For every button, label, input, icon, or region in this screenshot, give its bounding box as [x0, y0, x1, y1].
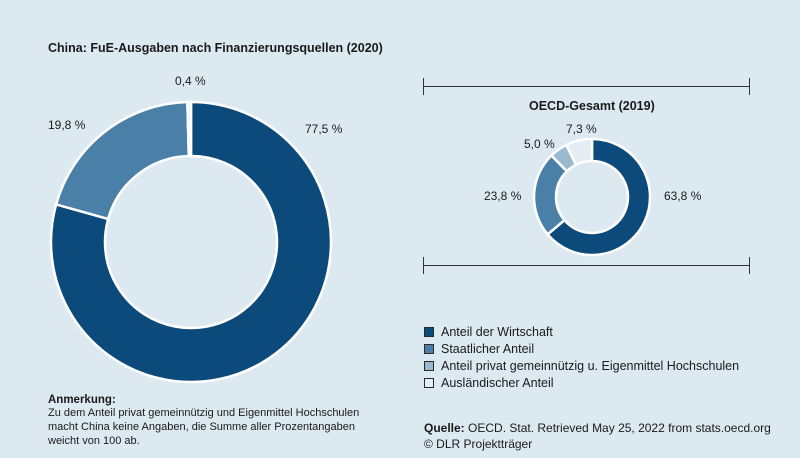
china-donut-chart	[49, 100, 333, 384]
legend-item-business: Anteil der Wirtschaft	[424, 323, 739, 340]
note: Anmerkung: Zu dem Anteil privat gemeinnü…	[48, 394, 359, 448]
legend-swatch-foreign	[424, 377, 434, 388]
source-line: Quelle: OECD. Stat. Retrieved May 25, 20…	[424, 420, 771, 436]
source: Quelle: OECD. Stat. Retrieved May 25, 20…	[424, 420, 771, 452]
legend-swatch-government	[424, 343, 434, 354]
bracket-bottom-right	[749, 257, 750, 274]
copyright: © DLR Projektträger	[424, 437, 533, 451]
legend-swatch-business	[424, 326, 434, 337]
bracket-top	[423, 86, 750, 87]
note-line-3: weicht von 100 ab.	[48, 435, 140, 447]
legend-item-private: Anteil privat gemeinnützig u. Eigenmitte…	[424, 357, 739, 374]
oecd-label-private: 5,0 %	[524, 137, 555, 151]
china-label-government: 19,8 %	[48, 118, 86, 132]
china-chart-title: China: FuE-Ausgaben nach Finanzierungsqu…	[48, 41, 383, 55]
legend-swatch-private	[424, 360, 434, 371]
bracket-bottom	[423, 265, 750, 266]
source-label: Quelle:	[424, 421, 465, 435]
oecd-slice-business	[545, 137, 652, 257]
china-label-foreign: 0,4 %	[175, 74, 206, 88]
oecd-label-government: 23,8 %	[484, 189, 522, 203]
oecd-chart-title: OECD-Gesamt (2019)	[529, 99, 655, 113]
legend: Anteil der Wirtschaft Staatlicher Anteil…	[424, 323, 739, 391]
source-text: OECD. Stat. Retrieved May 25, 2022 from …	[464, 421, 771, 435]
legend-item-government: Staatlicher Anteil	[424, 340, 739, 357]
note-line-2: macht China keine Angaben, die Summe all…	[48, 421, 355, 433]
legend-label-business: Anteil der Wirtschaft	[441, 324, 553, 339]
oecd-slice-foreign	[564, 137, 594, 167]
oecd-label-foreign: 7,3 %	[566, 122, 597, 136]
oecd-label-business: 63,8 %	[664, 189, 702, 203]
china-slice-business	[49, 100, 333, 384]
china-slice-foreign	[186, 100, 193, 158]
bracket-bottom-left	[423, 257, 424, 274]
legend-label-private: Anteil privat gemeinnützig u. Eigenmitte…	[441, 358, 740, 373]
legend-item-foreign: Ausländischer Anteil	[424, 374, 739, 391]
legend-label-foreign: Ausländischer Anteil	[441, 375, 554, 390]
china-label-business: 77,5 %	[305, 122, 343, 136]
bracket-top-left	[423, 78, 424, 95]
bracket-top-right	[749, 78, 750, 95]
oecd-donut-chart	[532, 137, 652, 257]
note-line-1: Zu dem Anteil privat gemeinnützig und Ei…	[48, 407, 360, 419]
note-title: Anmerkung:	[48, 394, 116, 406]
legend-label-government: Staatlicher Anteil	[441, 341, 535, 356]
